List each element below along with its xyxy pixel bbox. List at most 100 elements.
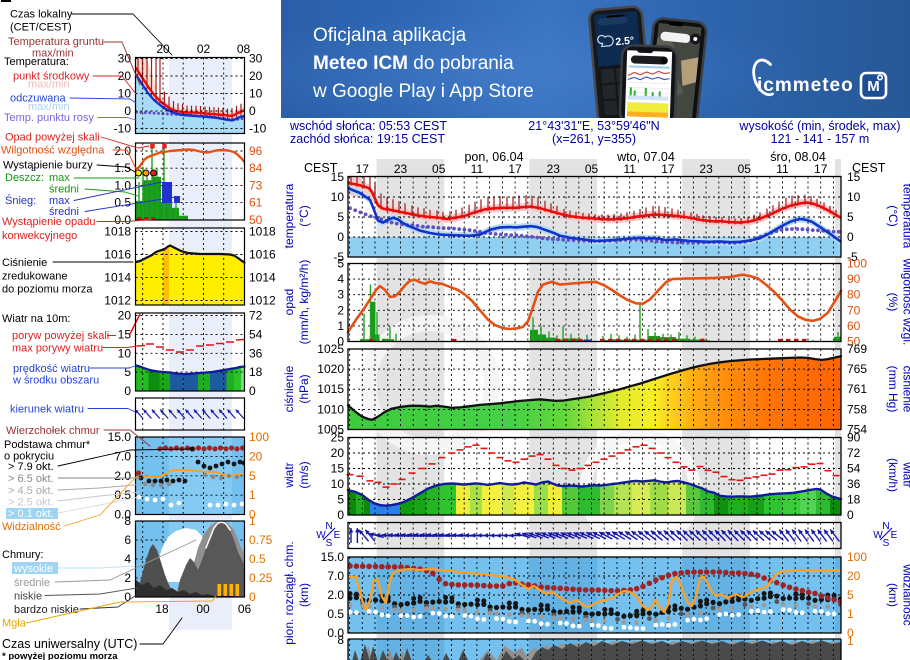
svg-text:1: 1 — [847, 607, 854, 621]
svg-text:prędkość wiatru: prędkość wiatru — [13, 363, 90, 375]
svg-text:średni: średni — [49, 184, 79, 196]
svg-text:Podstawa chmur*: Podstawa chmur* — [4, 439, 91, 451]
svg-text:0: 0 — [337, 230, 344, 244]
svg-text:765: 765 — [847, 362, 867, 376]
svg-text:1016: 1016 — [104, 248, 131, 262]
svg-text:Oficjalna aplikacja: Oficjalna aplikacja — [313, 25, 467, 46]
svg-text:0.5: 0.5 — [114, 488, 131, 502]
svg-text:05: 05 — [432, 162, 446, 176]
svg-text:18: 18 — [847, 493, 861, 507]
svg-text:S: S — [326, 538, 333, 549]
svg-text:0: 0 — [337, 335, 344, 349]
svg-text:max: max — [49, 195, 70, 207]
svg-text:1: 1 — [249, 488, 256, 502]
svg-text:0.0: 0.0 — [327, 626, 344, 640]
svg-text:20: 20 — [156, 42, 170, 56]
svg-text:S: S — [883, 538, 890, 549]
svg-text:średni: średni — [49, 206, 79, 218]
svg-text:0: 0 — [124, 590, 131, 604]
svg-text:wschód słońca: 05:53 CEST: wschód słońca: 05:53 CEST — [289, 119, 447, 133]
svg-text:8: 8 — [337, 633, 344, 647]
svg-text:15: 15 — [331, 170, 345, 184]
svg-text:0: 0 — [337, 508, 344, 522]
svg-text:Ciśnienie: Ciśnienie — [2, 257, 47, 269]
svg-text:60: 60 — [847, 319, 861, 333]
svg-text:0.75: 0.75 — [249, 533, 273, 547]
svg-text:15.0: 15.0 — [108, 430, 132, 444]
svg-text:02: 02 — [197, 42, 211, 56]
svg-text:temperatura: temperatura — [901, 184, 910, 249]
svg-text:1014: 1014 — [104, 271, 131, 285]
svg-text:max porywy wiatru: max porywy wiatru — [12, 343, 103, 355]
svg-text:0: 0 — [847, 508, 854, 522]
svg-text:20: 20 — [249, 69, 263, 83]
svg-text:(x=261, y=355): (x=261, y=355) — [552, 132, 636, 146]
svg-text:0: 0 — [249, 590, 256, 604]
svg-text:769: 769 — [847, 342, 867, 356]
svg-text:(%): (%) — [886, 293, 900, 312]
svg-text:5: 5 — [337, 493, 344, 507]
svg-text:15: 15 — [118, 327, 132, 341]
svg-text:25: 25 — [331, 431, 345, 445]
svg-text:max: max — [49, 172, 70, 184]
svg-text:72: 72 — [249, 309, 263, 323]
svg-text:2: 2 — [337, 303, 344, 317]
svg-text:20: 20 — [847, 569, 861, 583]
svg-text:> 0.1 okt.: > 0.1 okt. — [8, 508, 54, 520]
svg-text:0.5: 0.5 — [327, 607, 344, 621]
svg-text:6: 6 — [124, 533, 131, 547]
svg-text:0: 0 — [249, 508, 256, 522]
svg-text:CEST: CEST — [304, 161, 338, 175]
svg-text:poryw powyżej skali: poryw powyżej skali — [12, 330, 109, 342]
svg-text:1018: 1018 — [249, 225, 276, 239]
svg-text:E: E — [891, 530, 898, 541]
svg-text:do poziomu morza: do poziomu morza — [2, 284, 93, 296]
svg-text:5: 5 — [847, 210, 854, 224]
svg-text:W: W — [316, 530, 326, 541]
svg-text:754: 754 — [847, 423, 867, 437]
svg-text:(CET/CEST): (CET/CEST) — [10, 22, 72, 34]
svg-text:1015: 1015 — [317, 382, 344, 396]
svg-text:> 7.9 okt.: > 7.9 okt. — [8, 461, 54, 473]
svg-text:1016: 1016 — [249, 248, 276, 262]
svg-text:2: 2 — [124, 571, 131, 585]
svg-text:bardzo niskie: bardzo niskie — [14, 604, 79, 616]
svg-text:36: 36 — [249, 346, 263, 360]
svg-text:1018: 1018 — [104, 225, 131, 239]
svg-text:0: 0 — [847, 230, 854, 244]
svg-text:0: 0 — [124, 104, 131, 118]
svg-text:0.5: 0.5 — [249, 552, 266, 566]
svg-text:> 4.5 okt.: > 4.5 okt. — [8, 485, 54, 497]
svg-text:1012: 1012 — [249, 294, 276, 308]
svg-text:758: 758 — [847, 402, 867, 416]
svg-text:(km): (km) — [886, 583, 900, 607]
svg-text:10: 10 — [331, 190, 345, 204]
svg-text:Wiatr na 10m:: Wiatr na 10m: — [2, 313, 70, 325]
svg-text:7.0: 7.0 — [327, 569, 344, 583]
svg-text:0: 0 — [249, 104, 256, 118]
svg-text:17: 17 — [356, 162, 370, 176]
svg-text:100: 100 — [249, 430, 269, 444]
svg-text:max/min: max/min — [32, 48, 74, 60]
svg-text:73: 73 — [249, 178, 263, 192]
svg-text:61: 61 — [249, 196, 263, 210]
svg-text:70: 70 — [847, 303, 861, 317]
svg-text:CEST: CEST — [852, 161, 886, 175]
svg-text:kierunek wiatru: kierunek wiatru — [10, 404, 84, 416]
svg-text:20: 20 — [118, 69, 132, 83]
svg-text:21°43'31"E, 53°59'46"N: 21°43'31"E, 53°59'46"N — [528, 119, 659, 133]
svg-text:w Google Play i App Store: w Google Play i App Store — [312, 81, 534, 102]
svg-text:0.5: 0.5 — [114, 196, 131, 210]
svg-text:17: 17 — [814, 162, 828, 176]
svg-text:10: 10 — [118, 87, 132, 101]
svg-text:2.0: 2.0 — [114, 144, 131, 158]
svg-text:Wystąpienie burzy: Wystąpienie burzy — [3, 160, 93, 172]
svg-text:w środku obszaru: w środku obszaru — [12, 375, 99, 387]
svg-text:(mm/h, kg/m²/h): (mm/h, kg/m²/h) — [297, 260, 311, 345]
svg-text:15: 15 — [847, 170, 861, 184]
svg-text:-5: -5 — [847, 250, 858, 264]
svg-text:(mm Hg): (mm Hg) — [886, 366, 900, 413]
svg-text:średnie: średnie — [14, 577, 50, 589]
svg-text:Czas lokalny: Czas lokalny — [10, 9, 73, 21]
svg-text:18: 18 — [155, 602, 169, 616]
